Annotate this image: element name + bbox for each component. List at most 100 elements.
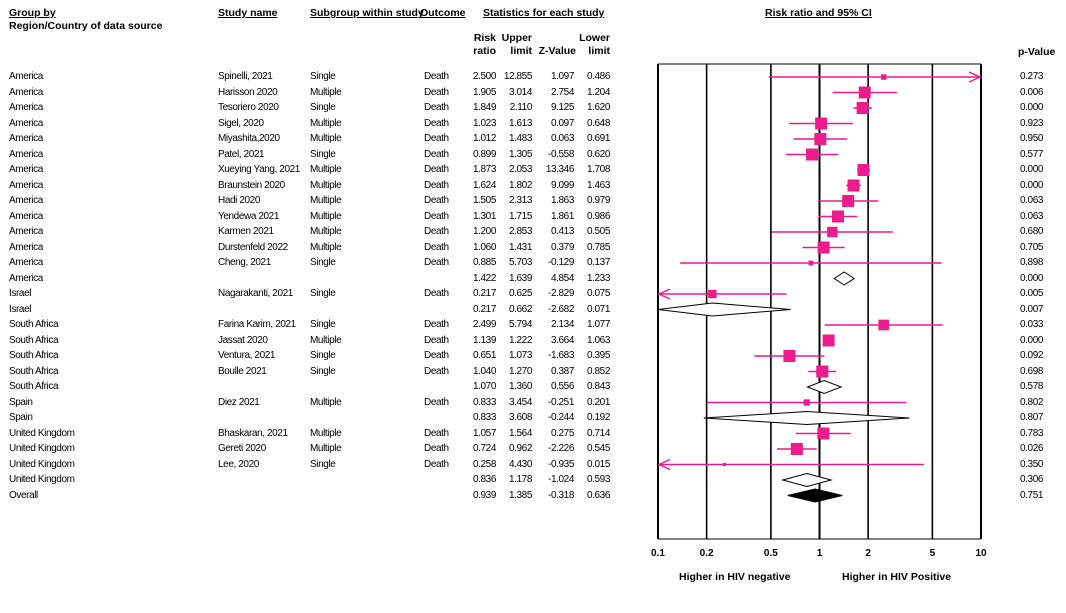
- cell-risk-ratio: 1.849: [472, 102, 496, 113]
- cell-risk-ratio: 1.012: [472, 133, 496, 144]
- header-group-by-sub: Region/Country of data source: [9, 20, 163, 32]
- cell-p-value: 0.578: [1020, 381, 1044, 392]
- cell-risk-ratio: 1.040: [472, 365, 496, 377]
- cell-lower-limit: 0.714: [586, 427, 610, 439]
- header-lower: Lower: [579, 32, 610, 44]
- cell-study: Harisson 2020: [218, 86, 278, 98]
- cell-z-value: 4.854: [550, 272, 574, 284]
- cell-p-value: 0.063: [1020, 210, 1044, 222]
- cell-upper-limit: 3.014: [508, 86, 532, 98]
- cell-risk-ratio: 2.499: [472, 319, 496, 330]
- cell-lower-limit: 0.593: [586, 474, 610, 485]
- cell-lower-limit: 0.075: [586, 288, 610, 299]
- header-group-by: Group by: [9, 7, 56, 19]
- cell-study: Boulle 2021: [218, 365, 267, 377]
- cell-region: South Africa: [9, 334, 59, 346]
- point-estimate-square: [822, 334, 835, 347]
- cell-region: America: [9, 195, 43, 206]
- subtotal-diamond: [703, 410, 910, 426]
- cell-upper-limit: 1.483: [508, 133, 532, 144]
- cell-subgroup: Multiple: [310, 443, 342, 454]
- cell-risk-ratio: 0.258: [472, 458, 496, 470]
- point-estimate-square: [722, 462, 727, 467]
- cell-outcome: Death: [424, 288, 449, 299]
- cell-lower-limit: 1.063: [586, 334, 610, 346]
- cell-risk-ratio: 0.836: [472, 474, 496, 485]
- cell-upper-limit: 2.853: [508, 226, 532, 237]
- cell-risk-ratio: 1.905: [472, 86, 496, 98]
- cell-outcome: Death: [424, 226, 449, 237]
- cell-study: Karmen 2021: [218, 226, 274, 237]
- point-estimate-square: [817, 427, 830, 440]
- cell-region: United Kingdom: [9, 443, 75, 454]
- cell-lower-limit: 0.486: [586, 71, 610, 82]
- cell-lower-limit: 0.071: [586, 303, 610, 315]
- header-statistics: Statistics for each study: [483, 7, 605, 19]
- cell-z-value: 0.063: [550, 133, 574, 144]
- point-estimate-square: [816, 365, 829, 378]
- cell-z-value: 0.387: [550, 365, 574, 377]
- cell-outcome: Death: [424, 443, 449, 454]
- x-tick-label: 0.2: [700, 548, 714, 559]
- cell-p-value: 0.092: [1020, 350, 1044, 361]
- x-tick-label: 0.1: [651, 548, 665, 559]
- cell-study: Xueying Yang, 2021: [218, 164, 300, 175]
- cell-p-value: 0.705: [1020, 241, 1044, 253]
- cell-upper-limit: 4.430: [508, 458, 532, 470]
- cell-lower-limit: 0.395: [586, 350, 610, 361]
- cell-study: Braunstein 2020: [218, 179, 285, 191]
- cell-z-value: 2.754: [550, 86, 574, 98]
- cell-risk-ratio: 1.422: [472, 272, 496, 284]
- header-outcome: Outcome: [420, 7, 466, 19]
- cell-risk-ratio: 0.833: [472, 396, 496, 408]
- cell-subgroup: Single: [310, 257, 336, 268]
- cell-z-value: 2.134: [550, 319, 574, 330]
- subtotal-diamond: [657, 302, 791, 317]
- cell-subgroup: Single: [310, 365, 336, 377]
- x-tick-label: 10: [975, 548, 987, 559]
- cell-subgroup: Multiple: [310, 210, 342, 222]
- overall-diamond: [787, 488, 843, 503]
- cell-p-value: 0.950: [1020, 133, 1044, 144]
- cell-p-value: 0.783: [1020, 427, 1044, 439]
- cell-z-value: -2.226: [548, 443, 574, 454]
- cell-upper-limit: 0.625: [508, 288, 532, 299]
- cell-subgroup: Single: [310, 102, 336, 113]
- cell-study: Nagarakanti, 2021: [218, 288, 293, 299]
- cell-region: America: [9, 71, 43, 82]
- point-estimate-square: [847, 179, 860, 192]
- cell-lower-limit: 0.986: [586, 210, 610, 222]
- cell-upper-limit: 1.270: [508, 365, 532, 377]
- cell-z-value: -0.935: [548, 458, 574, 470]
- point-estimate-square: [831, 210, 844, 223]
- cell-upper-limit: 5.703: [508, 257, 532, 268]
- cell-region: America: [9, 226, 43, 237]
- cell-risk-ratio: 1.057: [472, 427, 496, 439]
- cell-z-value: 1.863: [550, 195, 574, 206]
- cell-study: Tesoriero 2020: [218, 102, 279, 113]
- ci-arrow-right: [968, 71, 982, 83]
- cell-region: United Kingdom: [9, 427, 75, 439]
- cell-risk-ratio: 1.070: [472, 381, 496, 392]
- cell-risk-ratio: 1.505: [472, 195, 496, 206]
- cell-study: Jassat 2020: [218, 334, 268, 346]
- cell-p-value: 0.807: [1020, 412, 1044, 423]
- cell-study: Miyashita,2020: [218, 133, 280, 144]
- cell-p-value: 0.923: [1020, 117, 1044, 129]
- header-subgroup: Subgroup within study: [310, 7, 424, 19]
- cell-p-value: 0.033: [1020, 319, 1044, 330]
- cell-subgroup: Multiple: [310, 195, 342, 206]
- cell-subgroup: Multiple: [310, 117, 342, 129]
- cell-subgroup: Multiple: [310, 133, 342, 144]
- cell-upper-limit: 1.639: [508, 272, 532, 284]
- cell-risk-ratio: 0.833: [472, 412, 496, 423]
- cell-upper-limit: 1.178: [508, 474, 532, 485]
- header-z-value: Z-Value: [538, 45, 576, 57]
- cell-lower-limit: 0.201: [586, 396, 610, 408]
- cell-z-value: -0.244: [548, 412, 574, 423]
- cell-lower-limit: 0.843: [586, 381, 610, 392]
- header-ratio: ratio: [473, 45, 496, 57]
- cell-lower-limit: 0.620: [586, 148, 610, 160]
- point-estimate-square: [827, 226, 838, 238]
